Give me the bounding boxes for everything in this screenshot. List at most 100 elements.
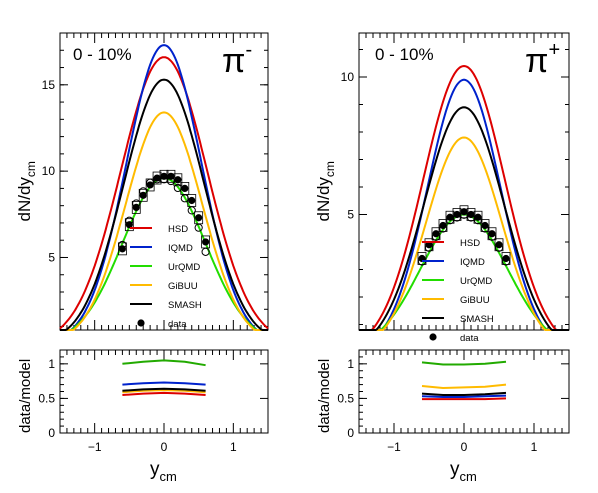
ratio-plot: 0 0.5 1 −1 0 1 data/model ycm <box>316 349 570 484</box>
legend-label-hsd: HSD <box>168 224 188 235</box>
ratio-line-urqmd <box>421 360 507 366</box>
particle-symbol: π <box>525 42 548 80</box>
ratio-y-tick-label: 1 <box>48 357 55 371</box>
data-point <box>160 172 168 180</box>
data-systematic-box <box>480 219 490 232</box>
data-systematic-box <box>173 173 183 187</box>
y-tick-label: 15 <box>42 78 56 92</box>
particle-label: π- <box>222 39 252 80</box>
legend-label-smash: SMASH <box>168 300 202 311</box>
x-tick-label: 1 <box>230 440 237 454</box>
ratio-line-urqmd <box>122 359 206 367</box>
y-tick-label: 10 <box>341 70 355 84</box>
data-systematic-box <box>473 210 483 224</box>
data-systematic-box <box>424 238 434 252</box>
data-point-reflected <box>438 224 448 233</box>
ratio-line-hsd <box>422 397 507 401</box>
data-systematic-box <box>131 201 141 214</box>
y-tick-label: 10 <box>42 164 56 178</box>
data-point <box>167 172 175 180</box>
data-point <box>495 241 503 249</box>
data-systematic-box <box>466 208 476 221</box>
series-line-urqmd <box>359 213 569 331</box>
x-axis-title-main: y <box>450 459 460 480</box>
legend-label-iqmd: IQMD <box>168 243 193 254</box>
x-tick-label: 0 <box>161 440 168 454</box>
particle-charge: + <box>548 39 560 61</box>
legend-swatch-data <box>137 319 145 327</box>
legend: HSD IQMD UrQMD GiBUU SMASH data <box>130 224 202 330</box>
data-systematic-box <box>431 227 441 241</box>
data-systematic-box <box>194 211 204 225</box>
data-systematic-box <box>487 227 497 241</box>
series-line-hsd <box>359 64 569 331</box>
main-plot: 5 10 15 dN/dycm HSD IQMD UrQMD GiBUU SMASH data 0 … <box>15 32 269 331</box>
main-plot: 5 10 dN/dycm HSD IQMD UrQMD GiBUU SMASH data 0 - … <box>314 32 570 344</box>
particle-charge: - <box>245 39 252 61</box>
data-point-reflected <box>445 216 455 225</box>
series-line-hsd <box>59 56 269 330</box>
x-axis-title-sub: cm <box>160 469 177 484</box>
legend-label-data: data <box>460 333 479 344</box>
ratio-y-tick-label: 0.5 <box>337 391 354 405</box>
legend-label-gibuu: GiBUU <box>168 281 198 292</box>
data-point <box>181 184 189 193</box>
data-systematic-box <box>452 208 462 221</box>
data-systematic-box <box>138 188 148 202</box>
data-point-reflected <box>132 199 141 208</box>
x-tick-label: 1 <box>531 440 538 454</box>
particle-symbol: π <box>222 42 245 80</box>
data-systematic-box <box>459 205 469 219</box>
data-systematic-box <box>118 242 127 256</box>
data-systematic-box <box>438 219 448 232</box>
ratio-line-iqmd <box>421 394 507 398</box>
legend-label-urqmd: UrQMD <box>168 262 200 273</box>
ratio-line-smash <box>122 387 206 392</box>
data-point-reflected <box>139 187 148 196</box>
legend-label-gibuu: GiBUU <box>460 295 490 306</box>
series-line-smash <box>359 106 569 331</box>
data-systematic-box <box>445 210 455 224</box>
data-point-reflected <box>146 178 155 187</box>
data-systematic-box <box>501 252 511 265</box>
data-point-reflected <box>152 175 162 184</box>
ratio-y-tick-label: 1 <box>347 357 354 371</box>
y-tick-label: 5 <box>347 208 354 222</box>
ratio-y-tick-label: 0 <box>347 426 354 440</box>
x-tick-label: −1 <box>88 440 102 454</box>
data-systematic-box <box>124 218 134 232</box>
data-systematic-box <box>180 182 190 195</box>
ratio-line-hsd <box>122 391 206 396</box>
series-line-smash <box>60 78 268 331</box>
data-point <box>467 210 475 219</box>
panel-pi-minus: 51015dN/dycmHSDIQMDUrQMDGiBUUSMASHdata0 … <box>15 32 269 484</box>
x-axis-title-main: y <box>150 459 160 480</box>
particle-label: π+ <box>525 39 560 80</box>
data-point-reflected <box>118 240 127 250</box>
legend: HSD IQMD UrQMD GiBUU SMASH data <box>422 238 494 344</box>
legend-label-data: data <box>168 319 187 330</box>
legend-label-iqmd: IQMD <box>460 257 485 268</box>
centrality-label: 0 - 10% <box>375 45 434 64</box>
data-point <box>432 230 440 238</box>
centrality-label: 0 - 10% <box>73 45 132 64</box>
ratio-plot: 0 0.5 1 −1 0 1 data/model ycm <box>17 349 269 484</box>
legend-swatch-data <box>429 333 437 341</box>
y-axis-title-sub: cm <box>323 161 337 177</box>
ratio-y-axis-title: data/model <box>316 359 333 433</box>
y-tick-label: 5 <box>48 250 55 264</box>
y-axis-title-sub: cm <box>24 161 38 177</box>
ratio-frame <box>59 349 269 434</box>
data-point <box>439 221 447 230</box>
series-line-iqmd <box>60 44 268 331</box>
data-point <box>446 213 454 221</box>
y-axis-title-main: dN/dy <box>314 177 333 222</box>
series-line-iqmd <box>359 78 569 331</box>
y-axis-title: dN/dycm <box>314 161 337 221</box>
data-point-reflected <box>452 213 462 222</box>
y-axis-title-main: dN/dy <box>15 177 34 222</box>
ratio-line-gibuu <box>421 383 507 390</box>
x-axis-title-sub: cm <box>460 469 477 484</box>
data-point <box>502 254 510 263</box>
ratio-line-iqmd <box>122 381 206 386</box>
